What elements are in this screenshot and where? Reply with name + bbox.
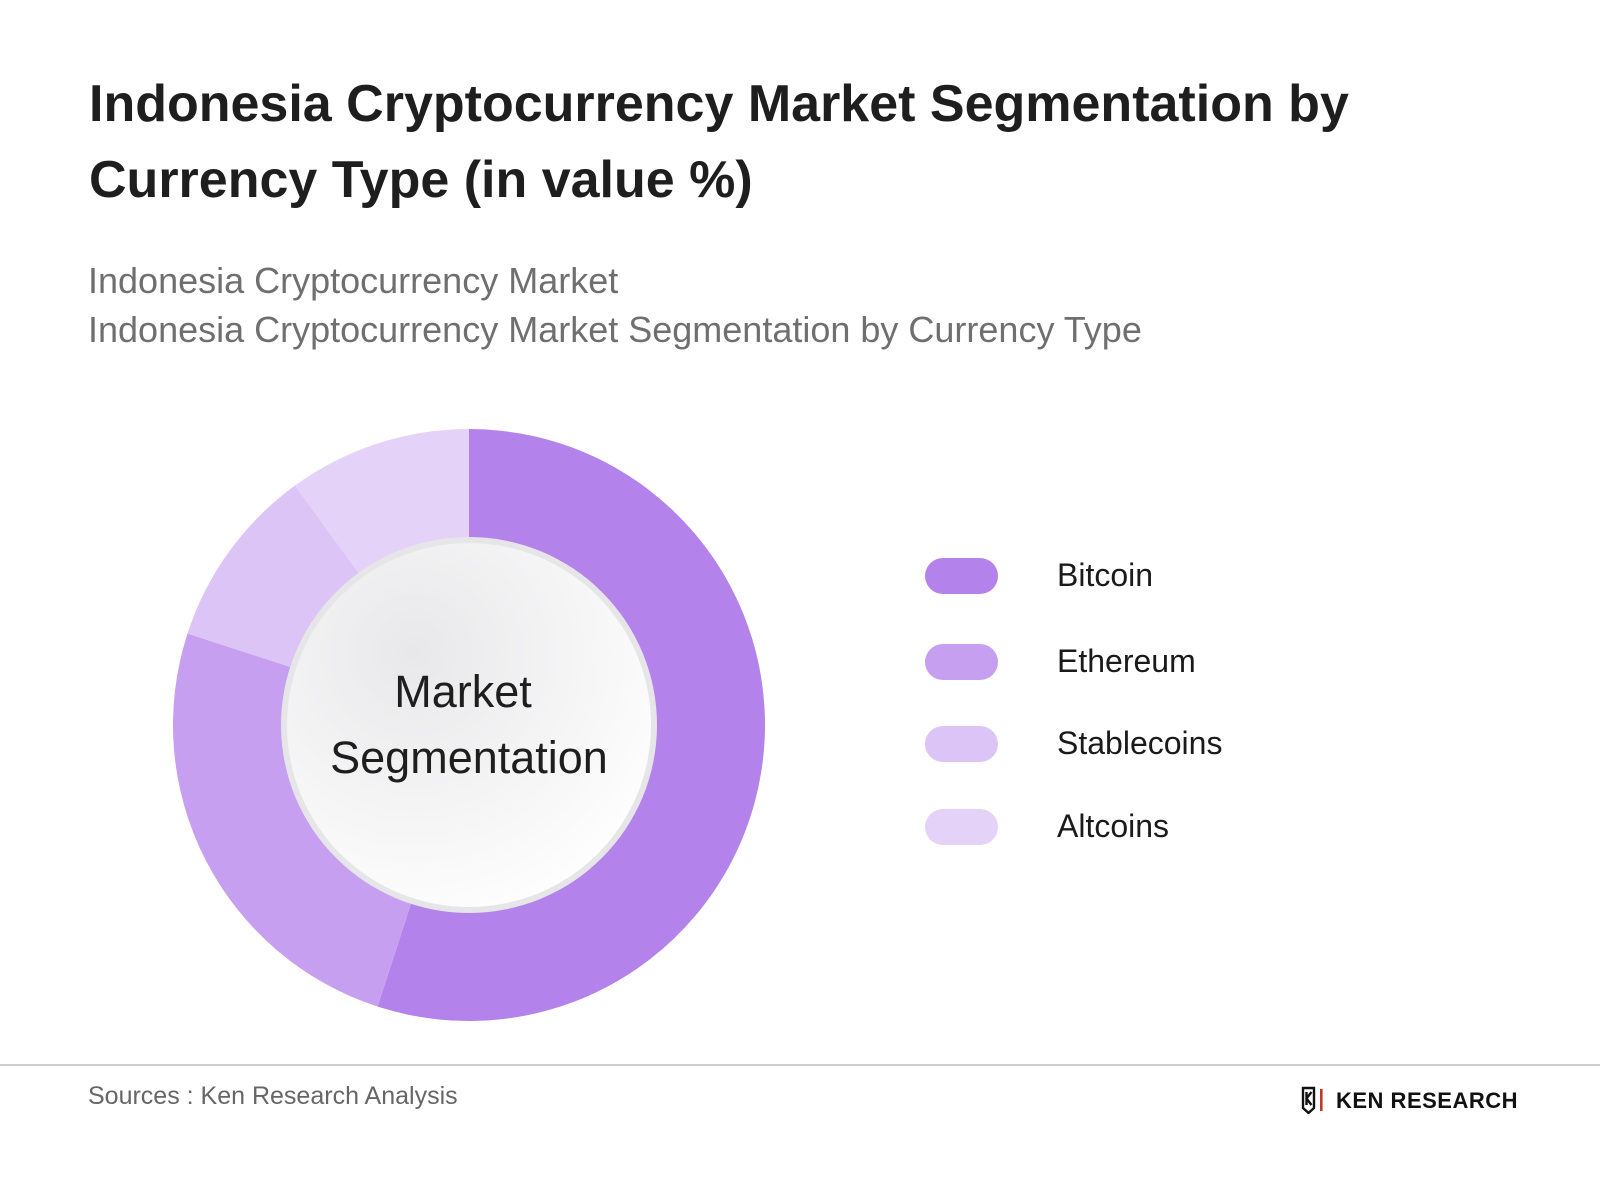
footer-divider [0, 1064, 1600, 1066]
legend-swatch [925, 644, 998, 680]
donut-center [287, 543, 651, 907]
logo-text: KEN RESEARCH [1336, 1088, 1519, 1113]
chart-title: Indonesia Cryptocurrency Market Segmenta… [89, 75, 1349, 209]
legend-swatch [925, 726, 998, 762]
subtitle-line-1: Indonesia Cryptocurrency Market [88, 260, 619, 301]
legend-label: Stablecoins [1057, 725, 1223, 761]
legend-label: Ethereum [1057, 643, 1196, 679]
ken-research-logo-icon [1301, 1086, 1323, 1114]
subtitle-line-2: Indonesia Cryptocurrency Market Segmenta… [88, 309, 1142, 350]
legend-swatch [925, 809, 998, 845]
sources-note: Sources : Ken Research Analysis [88, 1082, 458, 1110]
center-label-line-1: Market [394, 666, 532, 717]
legend-label: Bitcoin [1057, 557, 1154, 593]
center-label-line-2: Segmentation [330, 732, 608, 783]
legend-swatch [925, 558, 998, 594]
legend-label: Altcoins [1057, 808, 1170, 844]
chart-subtitle: Indonesia Cryptocurrency Market Indonesi… [88, 256, 1142, 354]
